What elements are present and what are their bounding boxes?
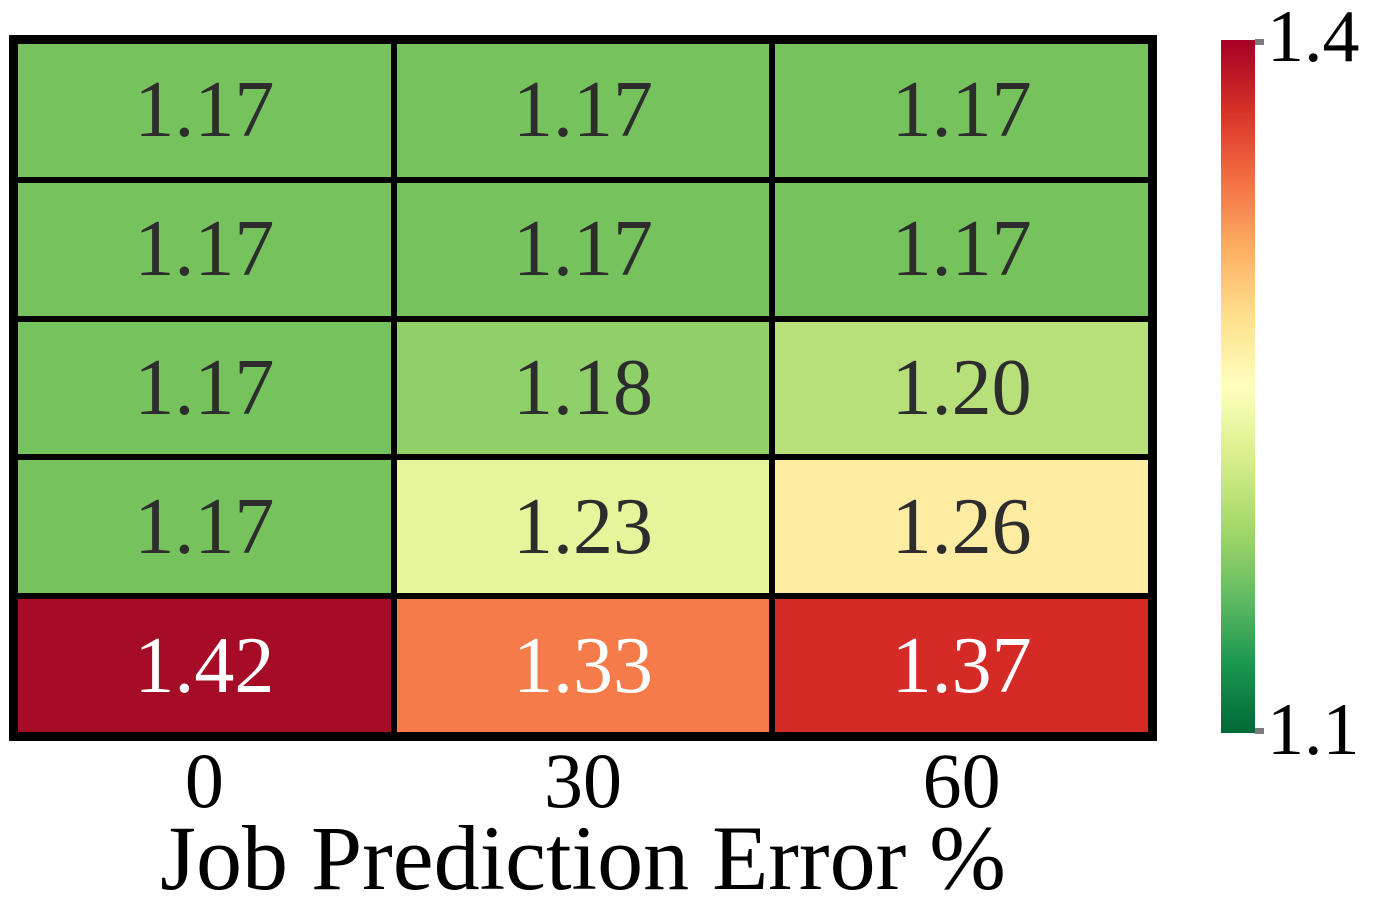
heatmap-cell: 1.17: [18, 44, 391, 177]
heatmap-cell: 1.42: [18, 599, 391, 732]
heatmap-cell: 1.17: [396, 182, 770, 316]
heatmap-cell: 1.17: [396, 44, 770, 177]
colorbar-bottom-tick: [1255, 728, 1264, 734]
heatmap-cell: 1.17: [775, 182, 1148, 316]
colorbar: [1221, 40, 1255, 733]
x-tick-label: 60: [922, 737, 1001, 824]
heatmap-cell: 1.33: [396, 599, 770, 732]
x-tick-label: 0: [184, 737, 224, 824]
heatmap-cell: 1.23: [396, 460, 770, 594]
heatmap-cell: 1.20: [775, 321, 1148, 455]
x-tick-label: 30: [543, 737, 622, 824]
heatmap-cell: 1.37: [775, 599, 1148, 732]
heatmap-cell: 1.18: [396, 321, 770, 455]
heatmap-cell: 1.17: [18, 460, 391, 594]
colorbar-top-tick: [1255, 39, 1264, 45]
heatmap-cell: 1.17: [18, 321, 391, 455]
heatmap-cell: 1.17: [18, 182, 391, 316]
colorbar-min-label: 1.1: [1267, 689, 1360, 771]
x-axis-tick-labels: 0 30 60: [18, 742, 1148, 820]
heatmap-grid: 1.17 1.17 1.17 1.17 1.17 1.17 1.17 1.18 1.20 1.17…: [9, 35, 1157, 741]
colorbar-max-label: 1.4: [1267, 0, 1360, 78]
heatmap-cell: 1.17: [775, 44, 1148, 177]
heatmap-cell: 1.26: [775, 460, 1148, 594]
x-axis-title: Job Prediction Error %: [160, 807, 1006, 909]
